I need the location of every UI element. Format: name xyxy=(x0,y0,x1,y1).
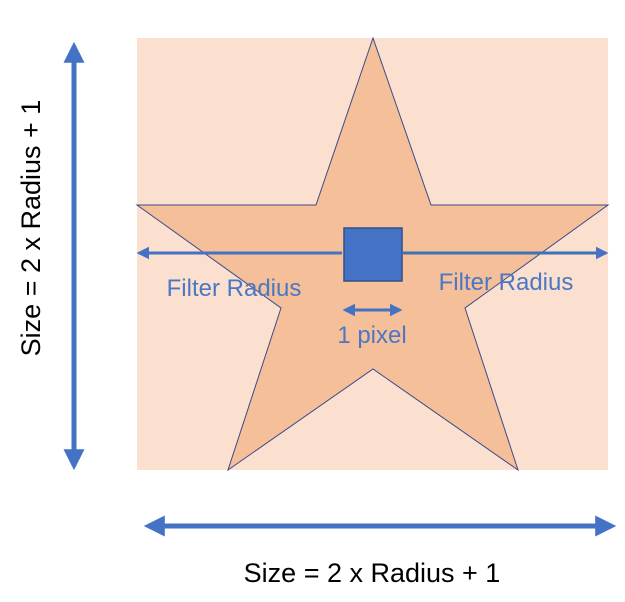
vertical-size-label: Size = 2 x Radius + 1 xyxy=(16,100,46,357)
horizontal-size-label: Size = 2 x Radius + 1 xyxy=(244,558,501,588)
one-pixel-label: 1 pixel xyxy=(337,322,406,349)
filter-radius-right-label: Filter Radius xyxy=(439,269,574,296)
filter-radius-left-label: Filter Radius xyxy=(167,275,302,302)
center-pixel xyxy=(343,227,403,282)
